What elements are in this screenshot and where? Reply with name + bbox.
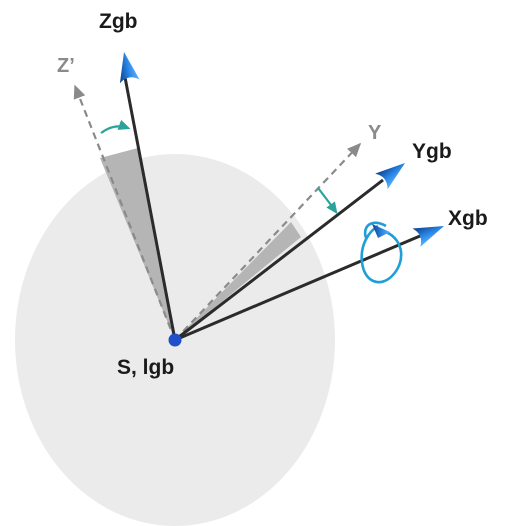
y-body-arrowhead <box>375 163 405 190</box>
z-prime-label: Z’ <box>57 55 75 77</box>
origin-point <box>168 333 182 347</box>
spin-ring-icon <box>360 221 403 284</box>
y-body-label: Ygb <box>412 140 452 163</box>
y-rotation-arrow <box>317 187 338 215</box>
z-body-label: Zgb <box>99 10 137 33</box>
y-prime-label: Y <box>368 122 382 144</box>
y-body-axis <box>174 178 384 342</box>
x-body-axis <box>174 234 421 342</box>
x-body-label: Xgb <box>448 207 488 230</box>
z-body-arrowhead <box>119 52 140 84</box>
origin-label: S, lgb <box>117 356 174 379</box>
z-prime-axis <box>73 84 177 341</box>
y-prime-axis <box>174 142 362 341</box>
z-rotation-arrow <box>100 119 131 134</box>
z-body-axis <box>122 71 177 341</box>
x-body-arrowhead <box>412 226 444 247</box>
y-tilt-sector <box>175 222 301 340</box>
